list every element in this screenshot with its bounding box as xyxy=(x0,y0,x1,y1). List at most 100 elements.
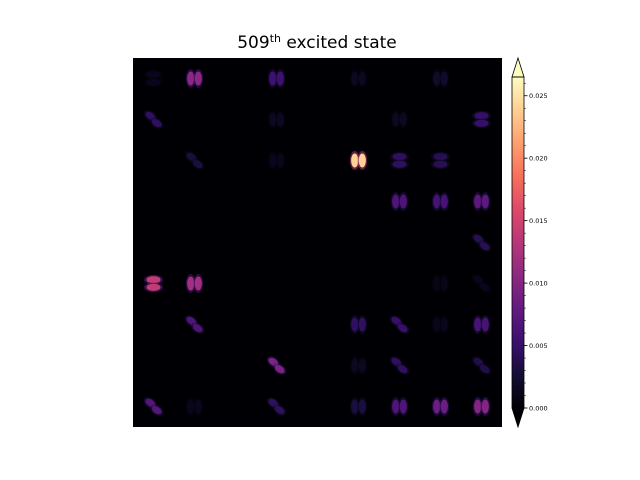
heatmap-spot-lobe xyxy=(399,112,407,127)
chart-title-superscript: th xyxy=(270,32,281,45)
heatmap-spot-lobe xyxy=(440,399,448,414)
colorbar-extend-max xyxy=(511,56,525,78)
heatmap-spot xyxy=(184,315,205,334)
heatmap-spot-lobe xyxy=(433,160,448,168)
heatmap-spot xyxy=(143,110,164,129)
heatmap-spot-lobe xyxy=(440,276,448,291)
heatmap-spot-lobe xyxy=(392,112,400,127)
heatmap-plot-area xyxy=(133,58,502,427)
heatmap-spot-lobe xyxy=(392,194,400,209)
heatmap-spot-lobe xyxy=(151,405,162,415)
heatmap-spot-lobe xyxy=(192,323,203,333)
heatmap-spot xyxy=(472,110,491,129)
heatmap-spot-lobe xyxy=(440,194,448,209)
heatmap-spot-lobe xyxy=(479,364,490,374)
colorbar-extend-min xyxy=(511,407,525,429)
heatmap-spot xyxy=(471,274,492,293)
heatmap-spot-lobe xyxy=(187,71,195,86)
heatmap-spot-lobe xyxy=(392,399,400,414)
heatmap-spot-lobe xyxy=(358,71,366,86)
heatmap-spot-lobe xyxy=(358,399,366,414)
heatmap-spot-lobe xyxy=(433,317,441,332)
heatmap-spot-lobe xyxy=(392,153,407,161)
heatmap-spot-lobe xyxy=(146,276,161,284)
heatmap-spot-lobe xyxy=(276,112,284,127)
heatmap-spot xyxy=(267,110,286,129)
heatmap-spot xyxy=(185,397,204,416)
heatmap-spot xyxy=(349,356,368,375)
heatmap-spot-lobe xyxy=(440,317,448,332)
heatmap-spot-lobe xyxy=(392,160,407,168)
heatmap-spot-lobe xyxy=(194,399,202,414)
heatmap-spot xyxy=(472,192,491,211)
heatmap-spot-lobe xyxy=(481,194,489,209)
colorbar-outline xyxy=(511,76,525,409)
heatmap-spot xyxy=(184,151,205,170)
heatmap-spot xyxy=(390,192,409,211)
colorbar-tick-label: 0.000 xyxy=(529,404,548,412)
heatmap-spot-lobe xyxy=(269,153,277,168)
heatmap-spot-lobe xyxy=(146,78,161,86)
heatmap-spot-lobe xyxy=(274,364,285,374)
heatmap-spot-lobe xyxy=(358,358,366,373)
heatmap-spot-lobe xyxy=(151,118,162,128)
heatmap-spot xyxy=(349,69,368,88)
chart-title-rest: excited state xyxy=(281,33,397,53)
heatmap-spot xyxy=(267,69,286,88)
heatmap-spot-lobe xyxy=(440,71,448,86)
heatmap-spot-lobe xyxy=(146,283,161,291)
heatmap-spot xyxy=(349,315,368,334)
heatmap-spot xyxy=(472,315,491,334)
heatmap-spot xyxy=(389,315,410,334)
colorbar-tick-label: 0.020 xyxy=(529,154,548,162)
heatmap-spot-lobe xyxy=(433,153,448,161)
heatmap-spot-lobe xyxy=(433,194,441,209)
heatmap-spot-lobe xyxy=(192,159,203,169)
heatmap-spot xyxy=(349,151,368,170)
colorbar-ticks: 0.000 0.005 0.010 0.015 0.020 0.025 xyxy=(524,82,548,412)
colorbar-tick-label: 0.015 xyxy=(529,217,548,225)
heatmap-spot-lobe xyxy=(397,364,408,374)
heatmap-spot-lobe xyxy=(351,399,359,414)
heatmap-spot-lobe xyxy=(351,71,359,86)
heatmap-spot-lobe xyxy=(351,358,359,373)
colorbar-tick-label: 0.025 xyxy=(529,92,548,100)
heatmap-spot-lobe xyxy=(187,399,195,414)
heatmap-spot-lobe xyxy=(481,399,489,414)
heatmap-spot xyxy=(349,397,368,416)
heatmap-spot-lobe xyxy=(358,317,366,332)
heatmap-spot-lobe xyxy=(479,241,490,251)
heatmap-spot-lobe xyxy=(269,71,277,86)
heatmap-spot-lobe xyxy=(474,399,482,414)
heatmap-spot xyxy=(185,274,204,293)
heatmap-spot-lobe xyxy=(399,194,407,209)
heatmap-spot xyxy=(267,151,286,170)
heatmap-spot-lobe xyxy=(194,71,202,86)
heatmap-spot-lobe xyxy=(146,71,161,79)
heatmap-spot xyxy=(431,315,450,334)
heatmap-spot xyxy=(389,356,410,375)
heatmap-spot xyxy=(471,233,492,252)
colorbar-tick-label: 0.010 xyxy=(529,279,548,287)
heatmap-spot-lobe xyxy=(433,71,441,86)
heatmap-spot xyxy=(185,69,204,88)
heatmap-spot-lobe xyxy=(351,317,359,332)
heatmap-spot xyxy=(471,356,492,375)
heatmap-spot-lobe xyxy=(276,153,284,168)
heatmap-spot xyxy=(390,110,409,129)
heatmap-cells xyxy=(143,69,492,416)
heatmap-spot xyxy=(266,356,287,375)
colorbar-tick-label: 0.005 xyxy=(529,342,548,350)
heatmap-spot xyxy=(431,69,450,88)
heatmap-spot-lobe xyxy=(433,399,441,414)
colorbar-body xyxy=(512,77,524,408)
heatmap-spot xyxy=(266,397,287,416)
heatmap-spot-lobe xyxy=(269,112,277,127)
heatmap-spot-lobe xyxy=(274,405,285,415)
heatmap-spot xyxy=(144,69,163,88)
heatmap-spot-lobe xyxy=(187,276,195,291)
heatmap-spot-lobe xyxy=(479,282,490,292)
heatmap-spot-lobe xyxy=(276,71,284,86)
heatmap-spot-lobe xyxy=(194,276,202,291)
